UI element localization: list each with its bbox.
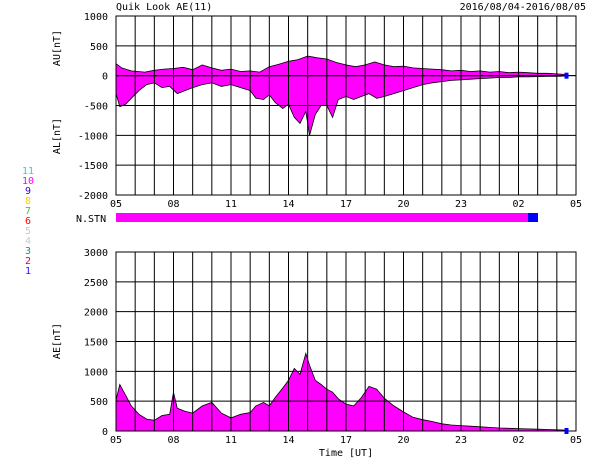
au-axis-label: AU[nT] <box>52 30 63 66</box>
ae-xtick-label: 05 <box>110 435 122 446</box>
au-al-ytick-label: 500 <box>90 42 108 53</box>
ae-xtick-label: 17 <box>340 435 352 446</box>
chart-title: Quik Look AE(11) <box>116 2 212 13</box>
nstn-label: N.STN <box>76 214 106 225</box>
ae-xtick-label: 05 <box>570 435 582 446</box>
au-al-xtick-label: 14 <box>282 199 294 210</box>
legend-station-3: 3 <box>25 246 31 257</box>
au-al-ytick-label: 1000 <box>84 12 108 23</box>
ae-panel: 3000 2500 2000 1500 1000 500 0 AE[nT] 05 08 11 14… <box>52 248 582 459</box>
au-al-ytick-label: -2000 <box>78 191 108 202</box>
au-al-ytick-label: -500 <box>84 102 108 113</box>
au-al-xtick-label: 05 <box>110 199 122 210</box>
legend-station-2: 2 <box>25 256 31 267</box>
legend-station-10: 10 <box>22 176 34 187</box>
ae-xtick-label: 08 <box>167 435 179 446</box>
ae-ytick-label: 3000 <box>84 248 108 259</box>
ae-xtick-label: 20 <box>397 435 409 446</box>
nstn-bar-end <box>528 213 538 222</box>
legend-station-8: 8 <box>25 196 31 207</box>
legend-station-6: 6 <box>25 216 31 227</box>
ae-ytick-label: 1000 <box>84 367 108 378</box>
au-al-xtick-label: 23 <box>455 199 467 210</box>
ae-ytick-label: 1500 <box>84 338 108 349</box>
series-ae <box>115 351 567 432</box>
ae-xtick-label: 02 <box>512 435 524 446</box>
ae-axis-label: AE[nT] <box>52 323 63 359</box>
au-al-xtick-label: 17 <box>340 199 352 210</box>
au-al-end-marker <box>564 72 569 79</box>
au-al-xtick-label: 02 <box>512 199 524 210</box>
x-axis-label: Time [UT] <box>319 448 373 459</box>
ae-end-marker <box>564 428 569 434</box>
au-al-xtick-label: 08 <box>167 199 179 210</box>
au-al-ytick-label: -1000 <box>78 131 108 142</box>
legend-station-7: 7 <box>25 206 31 217</box>
au-al-ytick-label: 0 <box>102 72 108 83</box>
legend-station-9: 9 <box>25 186 31 197</box>
ae-xtick-label: 23 <box>455 435 467 446</box>
ae-ytick-label: 2000 <box>84 308 108 319</box>
legend-station-11: 11 <box>22 166 34 177</box>
ae-ytick-label: 2500 <box>84 278 108 289</box>
nstn-bar <box>116 213 528 222</box>
ae-ytick-label: 500 <box>90 397 108 408</box>
au-al-xtick-label: 11 <box>225 199 237 210</box>
ae-xtick-label: 14 <box>282 435 294 446</box>
au-al-panel: 1000 500 0 -500 -1000 -1500 -2000 AU[nT] AL[nT… <box>52 12 582 210</box>
ae-xtick-label: 11 <box>225 435 237 446</box>
au-al-ytick-label: -1500 <box>78 161 108 172</box>
al-axis-label: AL[nT] <box>52 118 63 154</box>
legend-station-1: 1 <box>25 266 31 277</box>
date-range: 2016/08/04-2016/08/05 <box>460 2 586 13</box>
au-al-xtick-label: 20 <box>397 199 409 210</box>
ae-ytick-label: 0 <box>102 427 108 438</box>
au-al-xtick-label: 05 <box>570 199 582 210</box>
legend-station-4: 4 <box>25 236 31 247</box>
legend-station-5: 5 <box>25 226 31 237</box>
